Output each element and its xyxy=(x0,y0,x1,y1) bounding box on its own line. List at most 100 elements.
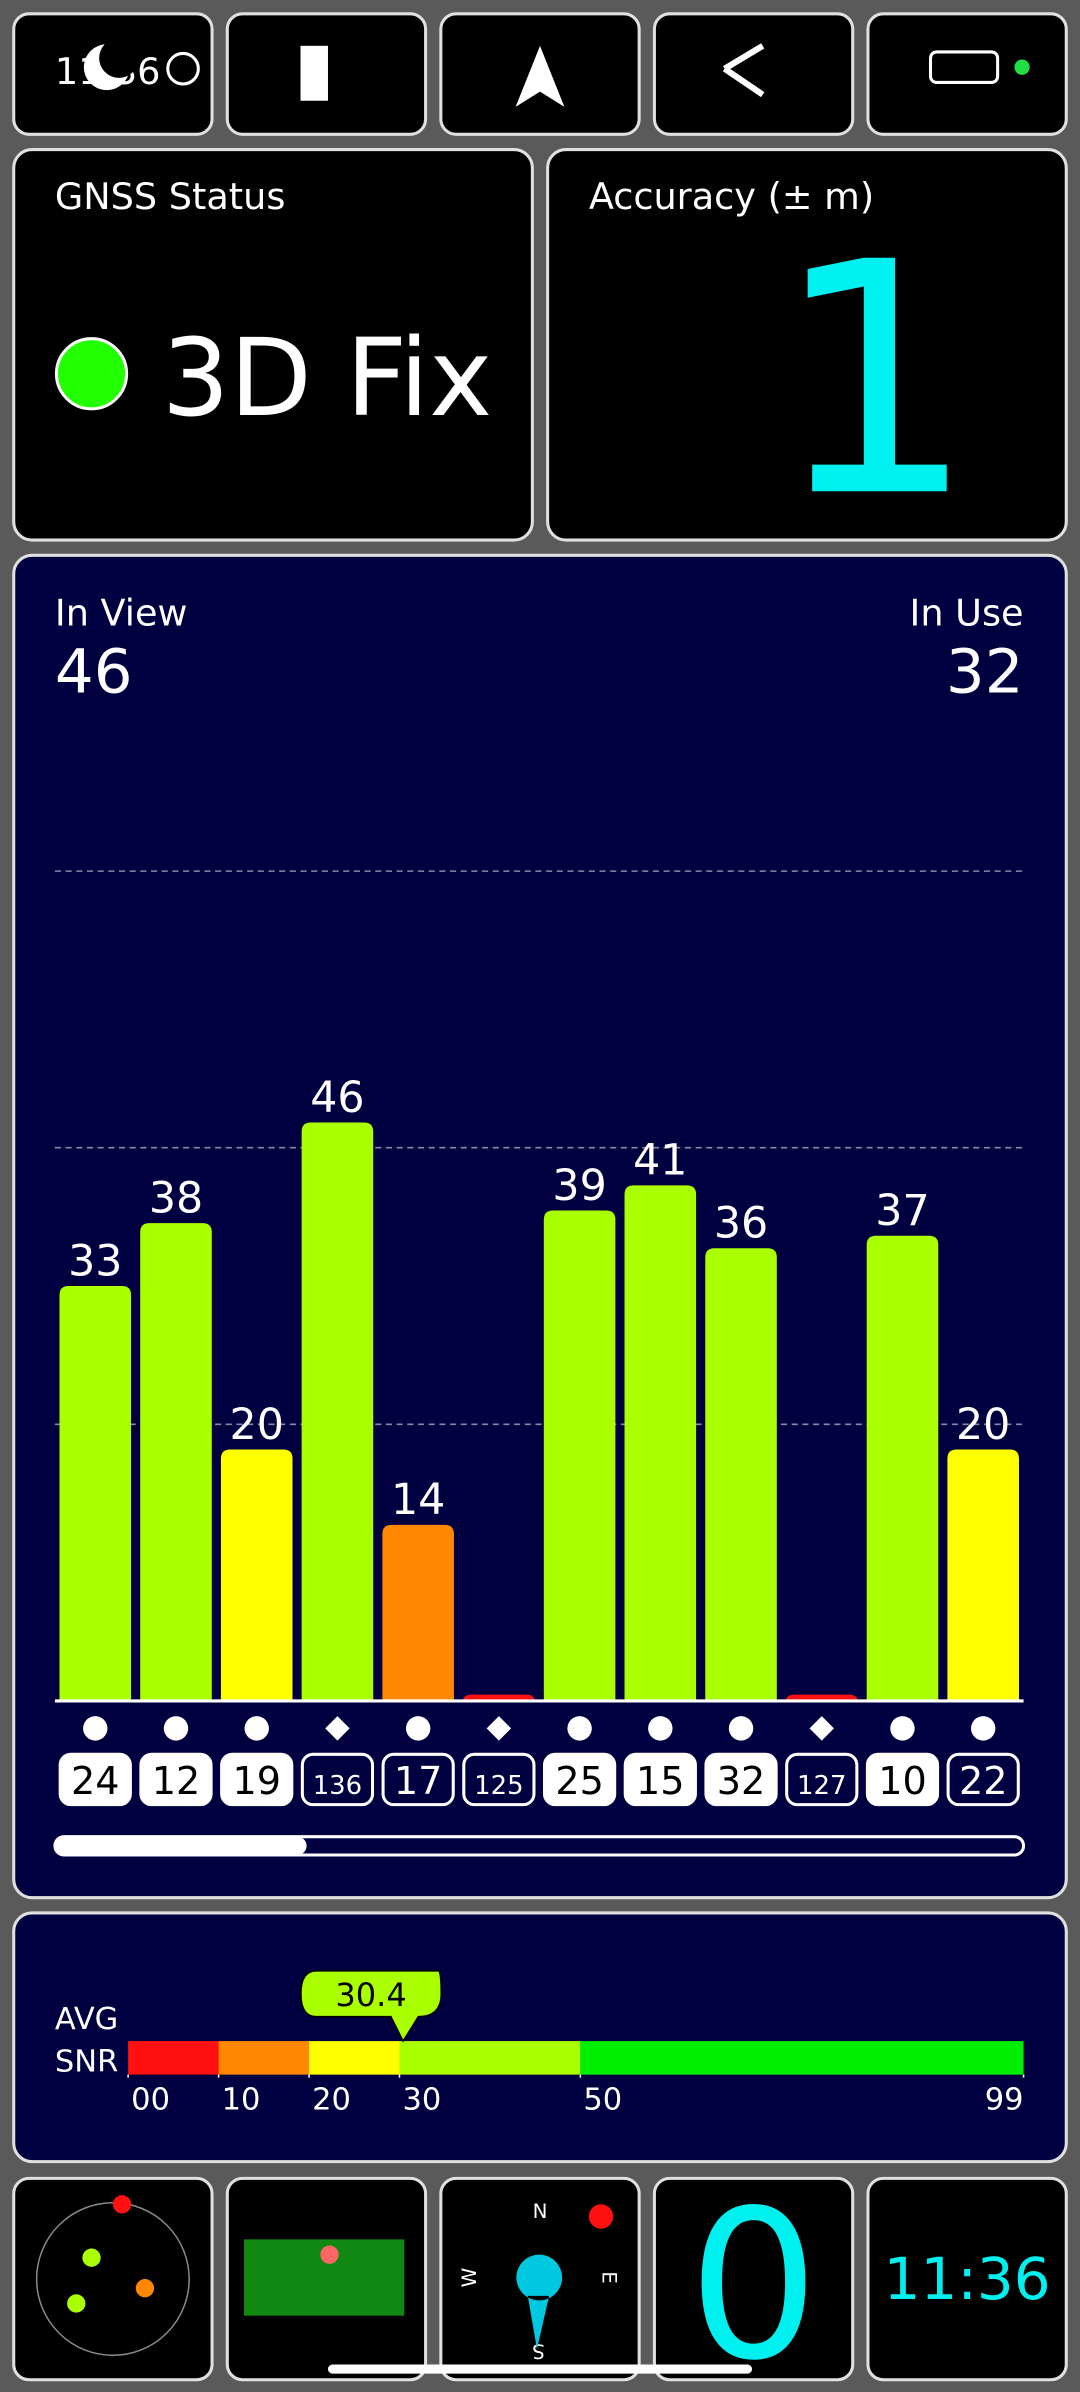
radar-tile[interactable] xyxy=(12,2176,214,2382)
bar-value-label: 20 xyxy=(230,1400,284,1450)
bar-value-label: 14 xyxy=(391,1475,445,1525)
map-pin xyxy=(320,2245,339,2264)
snr-tick-label: 10 xyxy=(222,2083,261,2118)
count-value: 0 xyxy=(688,2166,819,2392)
compass-n: N xyxy=(533,2200,548,2223)
radar-dot xyxy=(82,2248,101,2267)
bar xyxy=(785,1694,858,1701)
person-icon xyxy=(300,45,328,101)
constellation-marker xyxy=(244,1716,269,1741)
scrollbar-thumb[interactable] xyxy=(54,1836,307,1855)
satellite-id-box xyxy=(462,1752,536,1807)
gnss-title: GNSS Status xyxy=(55,175,286,218)
status-tile[interactable] xyxy=(866,12,1068,136)
bar xyxy=(301,1122,374,1701)
share-tile[interactable] xyxy=(652,12,855,136)
constellation-marker xyxy=(970,1716,996,1741)
nav-arrow-icon xyxy=(515,45,565,107)
bar xyxy=(220,1449,293,1701)
snr-label: SNR xyxy=(55,2045,118,2080)
in-view-value: 46 xyxy=(55,637,133,708)
status-dot xyxy=(1014,59,1030,75)
in-view-label: In View xyxy=(55,591,188,634)
home-indicator[interactable] xyxy=(327,2364,753,2374)
satellite-id: 17 xyxy=(394,1759,443,1803)
bar-value-label: 38 xyxy=(149,1173,203,1223)
snr-tick-label: 20 xyxy=(312,2083,351,2118)
constellation-marker xyxy=(728,1716,754,1741)
snr-segment xyxy=(399,2041,581,2075)
bar xyxy=(382,1524,454,1701)
satellite-id: 15 xyxy=(636,1759,685,1803)
bar-value-label: 36 xyxy=(714,1199,768,1249)
snr-chart: 33 24 38 12 20 19 46 136 14 17 125 39 25 41 15 36 32 127 3… xyxy=(54,870,1024,1807)
snr-segment xyxy=(309,2041,400,2075)
bar xyxy=(947,1449,1019,1701)
snr-segment xyxy=(580,2041,1024,2075)
bar-value-label: 46 xyxy=(310,1073,364,1123)
constellation-marker xyxy=(405,1716,431,1741)
compass-s: S xyxy=(532,2340,545,2363)
satellite-id-box xyxy=(58,1752,132,1807)
satellite-id: 19 xyxy=(232,1759,281,1803)
constellation-marker xyxy=(648,1716,673,1741)
bar xyxy=(705,1248,777,1701)
clock-value: 11:36 xyxy=(884,2245,1051,2313)
satellite-id-box xyxy=(300,1752,375,1807)
snr-callout xyxy=(300,1970,442,2043)
share-icon xyxy=(722,43,765,98)
satellite-id-box xyxy=(381,1752,455,1807)
radar-dot xyxy=(67,2294,86,2313)
satellite-id: 24 xyxy=(71,1759,120,1803)
constellation-marker xyxy=(163,1716,189,1741)
avg-label: AVG xyxy=(55,2002,118,2037)
bar xyxy=(463,1694,535,1701)
constellation-marker xyxy=(486,1716,512,1741)
bar-value-label: 37 xyxy=(875,1186,929,1236)
satellite-id-box xyxy=(542,1752,617,1807)
bar-value-label: 33 xyxy=(68,1236,122,1286)
constellation-marker xyxy=(809,1716,834,1741)
accuracy-value: 1 xyxy=(772,194,976,567)
fix-indicator xyxy=(54,337,129,411)
satellite-id: 25 xyxy=(555,1759,604,1803)
satellite-id: 136 xyxy=(313,1771,362,1801)
bar xyxy=(866,1235,939,1701)
bar-value-label: 41 xyxy=(633,1136,687,1186)
satellite-id: 12 xyxy=(152,1759,201,1803)
bar xyxy=(543,1210,616,1701)
snr-segment xyxy=(128,2041,219,2075)
compass-e: E xyxy=(598,2271,621,2284)
battery-icon xyxy=(928,50,1000,84)
bar xyxy=(624,1185,697,1701)
satellite-id-box xyxy=(865,1752,940,1807)
radar-icon xyxy=(35,2202,190,2357)
accuracy-title: Accuracy (± m) xyxy=(589,175,874,218)
bar-value-label: 20 xyxy=(956,1400,1010,1450)
satellite-id-box xyxy=(623,1752,697,1807)
clock-tile[interactable] xyxy=(866,2176,1068,2382)
satellite-id-box xyxy=(139,1752,213,1807)
bar xyxy=(140,1223,212,1701)
snr-callout-label: 30.4 xyxy=(335,1976,406,2014)
snr-segment xyxy=(218,2041,310,2075)
count-tile[interactable] xyxy=(652,2176,855,2382)
satellite-id: 22 xyxy=(959,1759,1008,1803)
moon-icon-cut xyxy=(99,38,139,78)
snr-panel xyxy=(12,1911,1068,2164)
compass-w: W xyxy=(458,2268,481,2288)
gnss-panel xyxy=(12,148,534,542)
info-icon xyxy=(166,51,200,86)
snr-tick-label: 50 xyxy=(583,2083,622,2118)
bar-value-label: 39 xyxy=(552,1161,606,1211)
in-use-value: 32 xyxy=(946,637,1024,708)
bar xyxy=(59,1286,132,1701)
accuracy-panel xyxy=(546,148,1068,542)
satellite-id-box xyxy=(704,1752,778,1807)
fix-value: 3D Fix xyxy=(162,317,493,441)
constellation-marker xyxy=(890,1716,915,1741)
snr-scale: 00 10 20 30 50 99 30.4 xyxy=(127,1970,1025,2118)
constellation-marker xyxy=(567,1716,592,1741)
